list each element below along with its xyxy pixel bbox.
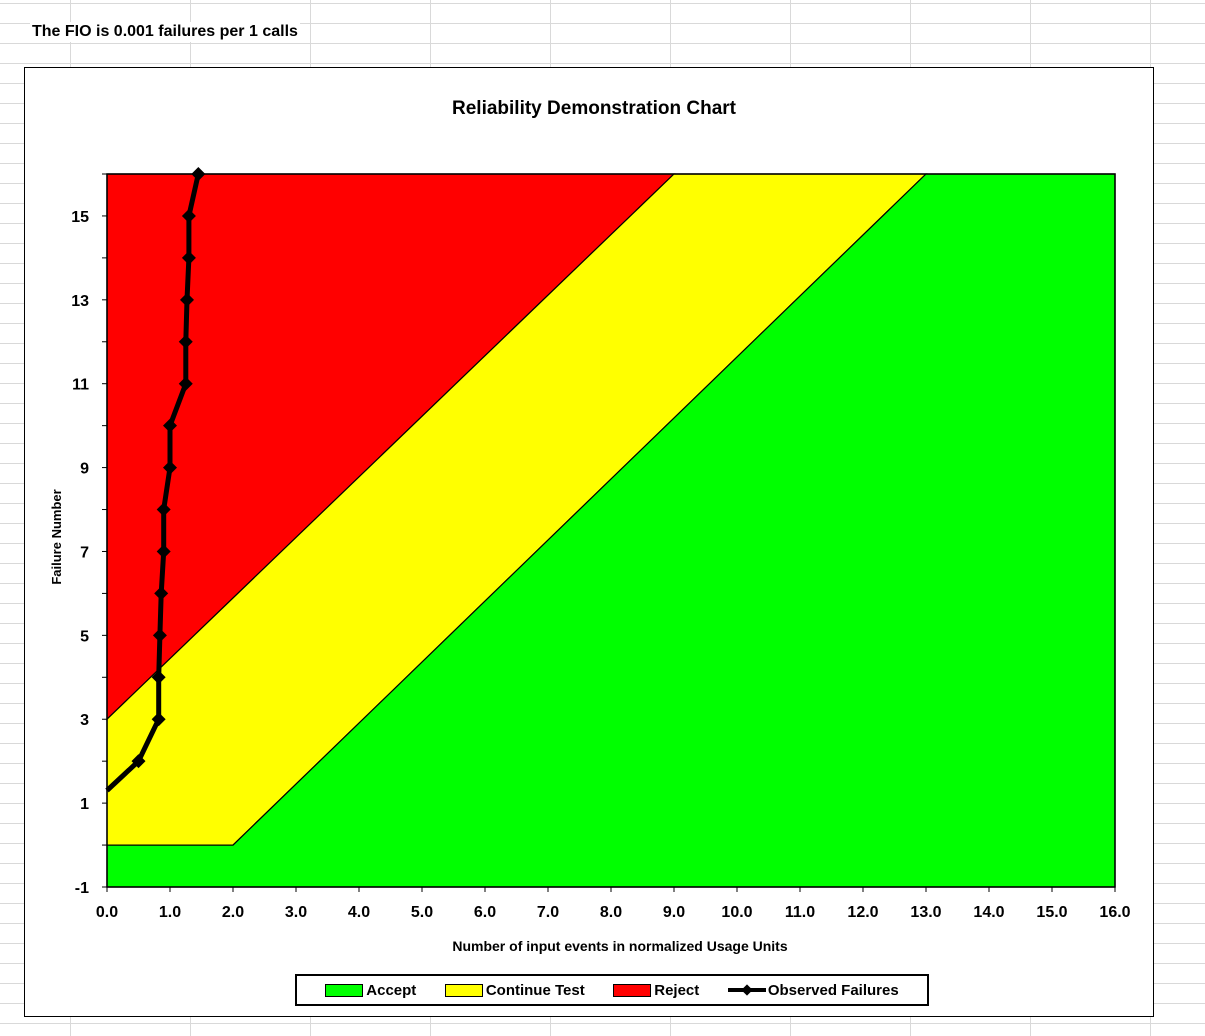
x-tick-label: 0.0 (96, 904, 118, 921)
x-tick-label: 14.0 (973, 904, 1004, 921)
x-tick-label: 10.0 (721, 904, 752, 921)
y-tick-label: 3 (80, 712, 89, 729)
x-tick-label: 16.0 (1099, 904, 1130, 921)
y-tick-label: 15 (71, 209, 89, 226)
continue-test-swatch (444, 983, 483, 997)
observed-failure-point (151, 670, 166, 685)
observed-failure-point (191, 167, 206, 181)
y-tick-label: 13 (71, 293, 89, 310)
x-tick-label: 12.0 (847, 904, 878, 921)
observed-failures-line (105, 173, 201, 793)
x-tick-label: 2.0 (222, 904, 244, 921)
legend-item-observed-failures: Observed Failures (727, 981, 899, 999)
legend-item-continue-test: Continue Test (444, 981, 585, 999)
x-tick-label: 9.0 (663, 904, 685, 921)
observed-failure-point (163, 418, 177, 433)
x-axis-label: Number of input events in normalized Usa… (452, 938, 787, 954)
x-tick-label: 11.0 (785, 904, 815, 921)
observed-failure-point (151, 712, 166, 727)
observed-failure-point (131, 754, 146, 769)
y-tick-label: 11 (72, 377, 89, 394)
chart-legend[interactable]: Accept Continue Test Reject Observed Fai… (295, 974, 929, 1006)
fio-statement: The FIO is 0.001 failures per 1 calls (30, 22, 300, 42)
y-tick-label: 1 (80, 796, 89, 813)
x-tick-label: 1.0 (159, 904, 181, 921)
accept-swatch (325, 983, 364, 997)
legend-label: Observed Failures (767, 981, 899, 999)
observed-failure-point (178, 334, 193, 349)
x-tick-label: 7.0 (537, 904, 559, 921)
chart-title: Reliability Demonstration Chart (452, 98, 737, 119)
x-tick-label: 13.0 (910, 904, 941, 921)
reject-swatch (613, 983, 652, 997)
legend-label: Reject (654, 981, 700, 999)
region-layer (106, 173, 1116, 888)
legend-item-reject: Reject (613, 982, 699, 999)
observed-failures-line-icon (727, 984, 766, 996)
observed-failure-point (163, 460, 177, 475)
observed-failure-point (181, 250, 196, 265)
x-tick-label: 8.0 (600, 904, 622, 921)
observed-failure-point (156, 502, 171, 517)
y-tick-label: 5 (80, 628, 89, 645)
y-tick-label: 9 (80, 461, 89, 478)
x-tick-label: 6.0 (474, 904, 496, 921)
observed-failure-point (178, 376, 193, 391)
tick-layer: 0.0 1.0 2.0 3.0 4.0 5.0 6.0 7.0 8.0 9.0 10.0 11.0 12… (71, 173, 1131, 921)
y-axis-label: Failure Number (49, 489, 64, 584)
observed-failure-point (154, 586, 169, 601)
x-tick-label: 3.0 (285, 904, 307, 921)
y-tick-label: 7 (80, 544, 89, 561)
legend-label: Accept (366, 981, 417, 999)
legend-item-accept: Accept (325, 982, 416, 999)
series-layer (105, 167, 206, 793)
observed-failure-point (181, 208, 196, 223)
y-tick-label: -1 (75, 880, 89, 897)
observed-failure-point (180, 292, 195, 307)
legend-label: Continue Test (485, 981, 585, 999)
observed-failure-point (152, 628, 167, 643)
x-tick-label: 5.0 (411, 904, 433, 921)
x-tick-label: 4.0 (348, 904, 370, 921)
x-tick-label: 15.0 (1036, 904, 1067, 921)
observed-failure-point (156, 544, 171, 559)
